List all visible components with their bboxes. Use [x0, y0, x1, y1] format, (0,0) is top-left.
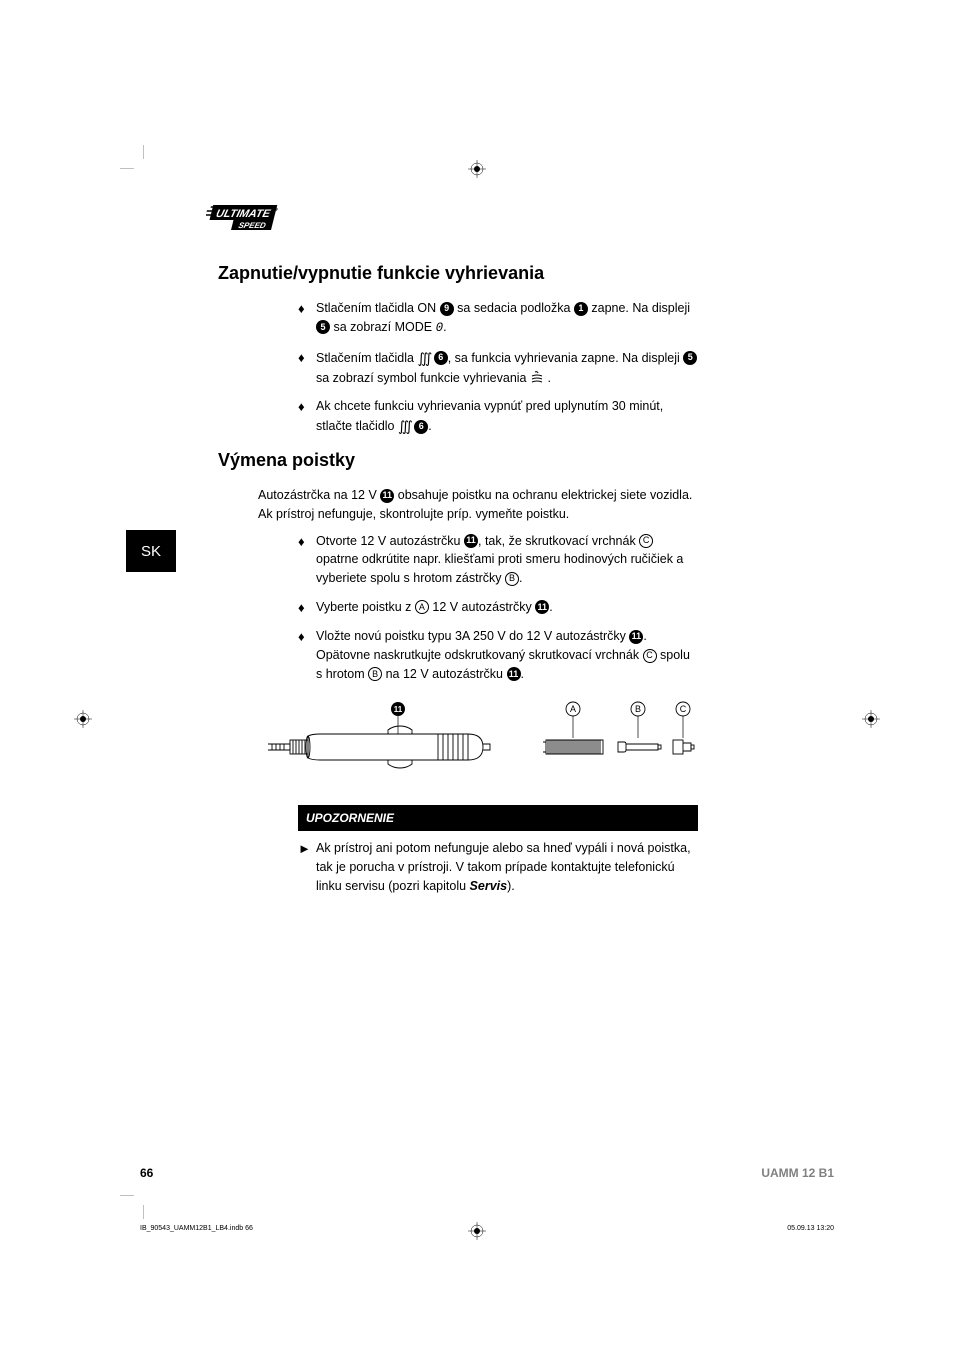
ref-circle-11: 11	[464, 534, 478, 548]
ref-circle-11: 11	[380, 489, 394, 503]
print-filename: IB_90543_UAMM12B1_LB4.indb 66	[140, 1225, 253, 1232]
diagram-label-c: C	[680, 704, 687, 714]
diamond-bullet-icon: ♦	[298, 299, 316, 338]
crop-mark-tl	[120, 145, 144, 169]
page-number: 66	[140, 1166, 153, 1180]
body-text: Stlačením tlačidla ON 9 sa sedacia podlo…	[316, 299, 698, 338]
plug-diagram: 11 A	[268, 700, 698, 784]
body-text: Vložte novú poistku typu 3A 250 V do 12 …	[316, 627, 698, 683]
crop-mark-bl	[120, 1195, 144, 1219]
massage-icon	[530, 371, 544, 385]
body-text: Ak chcete funkciu vyhrievania vypnúť pre…	[316, 397, 698, 437]
heading-heating: Zapnutie/vypnutie funkcie vyhrievania	[218, 260, 698, 287]
ref-circle-11: 11	[629, 630, 643, 644]
diamond-bullet-icon: ♦	[298, 532, 316, 588]
ref-circle-6: 6	[434, 351, 448, 365]
diagram-label-a: A	[570, 704, 576, 714]
notice-heading: UPOZORNENIE	[298, 805, 698, 831]
brand-logo: ULTIMATE SPEED R	[206, 202, 280, 232]
svg-text:ULTIMATE: ULTIMATE	[215, 208, 272, 220]
ref-letter-c: C	[643, 649, 657, 663]
arrow-bullet-icon: ►	[298, 839, 316, 895]
ref-letter-b: B	[368, 667, 382, 681]
svg-text:SPEED: SPEED	[237, 221, 266, 230]
language-tab: SK	[126, 530, 176, 572]
diagram-label-b: B	[635, 704, 641, 714]
ref-letter-a: A	[415, 600, 429, 614]
registration-mark-left	[74, 710, 92, 728]
ref-circle-11: 11	[507, 667, 521, 681]
diagram-label-11: 11	[394, 705, 403, 714]
list-item: ► Ak prístroj ani potom nefunguje alebo …	[298, 839, 698, 895]
heat-icon: ∭	[417, 352, 430, 367]
heading-fuse: Výmena poistky	[218, 447, 698, 474]
diamond-bullet-icon: ♦	[298, 627, 316, 683]
list-item: ♦ Vyberte poistku z A 12 V autozástrčky …	[298, 598, 698, 618]
body-text: Stlačením tlačidla ∭ 6, sa funkcia vyhri…	[316, 348, 698, 388]
list-item: ♦ Stlačením tlačidla ∭ 6, sa funkcia vyh…	[298, 348, 698, 388]
ref-circle-1: 1	[574, 302, 588, 316]
ref-circle-5: 5	[316, 320, 330, 334]
body-text: Otvorte 12 V autozástrčku 11, tak, že sk…	[316, 532, 698, 588]
ref-circle-11: 11	[535, 600, 549, 614]
diamond-bullet-icon: ♦	[298, 598, 316, 618]
list-item: ♦ Stlačením tlačidla ON 9 sa sedacia pod…	[298, 299, 698, 338]
print-timestamp: 05.09.13 13:20	[787, 1225, 834, 1232]
list-item: ♦ Ak chcete funkciu vyhrievania vypnúť p…	[298, 397, 698, 437]
ref-circle-9: 9	[440, 302, 454, 316]
body-text: Autozástrčka na 12 V 11 obsahuje poistku…	[258, 486, 698, 524]
ref-letter-b: B	[505, 572, 519, 586]
heat-icon: ∭	[398, 420, 411, 435]
list-item: ♦ Otvorte 12 V autozástrčku 11, tak, že …	[298, 532, 698, 588]
diamond-bullet-icon: ♦	[298, 348, 316, 388]
diamond-bullet-icon: ♦	[298, 397, 316, 437]
list-item: ♦ Vložte novú poistku typu 3A 250 V do 1…	[298, 627, 698, 683]
body-text: Vyberte poistku z A 12 V autozástrčky 11…	[316, 598, 698, 618]
ref-circle-5: 5	[683, 351, 697, 365]
body-text: Ak prístroj ani potom nefunguje alebo sa…	[316, 839, 698, 895]
ref-circle-6: 6	[414, 420, 428, 434]
ref-letter-c: C	[639, 534, 653, 548]
svg-text:R: R	[275, 208, 278, 212]
model-label: UAMM 12 B1	[761, 1166, 834, 1180]
registration-mark-right	[862, 710, 880, 728]
registration-mark-top	[468, 160, 486, 178]
